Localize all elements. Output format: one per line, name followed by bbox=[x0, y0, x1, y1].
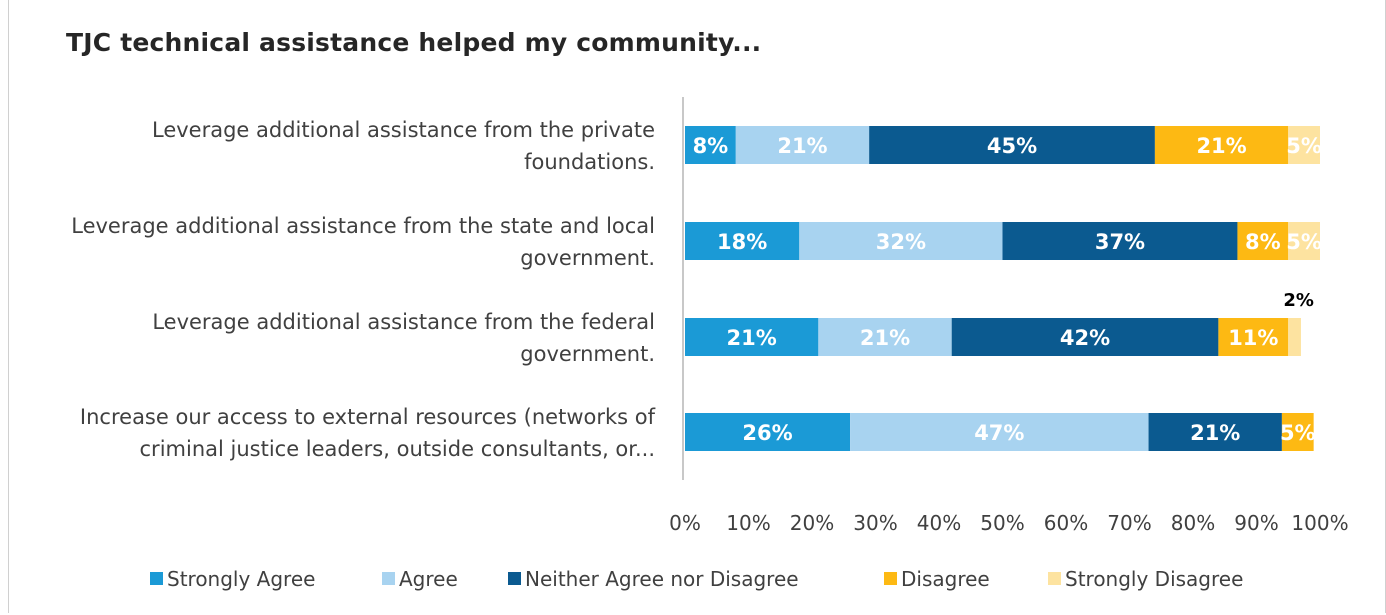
bar-segment bbox=[1002, 222, 1238, 260]
bar-segment bbox=[799, 222, 1003, 260]
data-label: 2% bbox=[1283, 290, 1314, 311]
bar-segment bbox=[1237, 222, 1289, 260]
bar-segment bbox=[685, 126, 736, 164]
x-tick-label: 10% bbox=[726, 511, 770, 535]
bar-segment bbox=[685, 318, 819, 356]
data-label: 47% bbox=[974, 421, 1024, 445]
legend-label: Disagree bbox=[901, 567, 990, 591]
x-tick-label: 0% bbox=[669, 511, 701, 535]
data-label: 18% bbox=[717, 230, 767, 254]
category-label: Increase our access to external resource… bbox=[80, 405, 656, 429]
category-label: Leverage additional assistance from the … bbox=[71, 214, 655, 238]
bar-segment bbox=[1218, 318, 1289, 356]
x-tick-label: 30% bbox=[853, 511, 897, 535]
category-label: criminal justice leaders, outside consul… bbox=[140, 437, 655, 461]
x-tick-label: 80% bbox=[1171, 511, 1215, 535]
data-label: 21% bbox=[727, 326, 777, 350]
legend-label: Strongly Disagree bbox=[1065, 567, 1243, 591]
bar-segment bbox=[869, 126, 1155, 164]
data-label: 21% bbox=[777, 134, 827, 158]
legend-swatch bbox=[884, 572, 897, 585]
x-tick-label: 40% bbox=[917, 511, 961, 535]
legend-swatch bbox=[382, 572, 395, 585]
data-label: 11% bbox=[1228, 326, 1278, 350]
data-label: 8% bbox=[693, 134, 729, 158]
legend-swatch bbox=[150, 572, 163, 585]
data-label: 37% bbox=[1095, 230, 1145, 254]
x-tick-label: 60% bbox=[1044, 511, 1088, 535]
chart-title: TJC technical assistance helped my commu… bbox=[66, 28, 762, 57]
bar-segment bbox=[1288, 222, 1320, 260]
bar-segment bbox=[850, 413, 1149, 451]
bar-segment bbox=[685, 413, 851, 451]
bar-segment bbox=[1148, 413, 1282, 451]
legend-swatch bbox=[1048, 572, 1061, 585]
legend-label: Strongly Agree bbox=[167, 567, 315, 591]
data-label: 45% bbox=[987, 134, 1037, 158]
category-label: government. bbox=[520, 342, 655, 366]
legend-label: Agree bbox=[399, 567, 458, 591]
bar-segment bbox=[951, 318, 1219, 356]
category-label: government. bbox=[520, 246, 655, 270]
data-label: 42% bbox=[1060, 326, 1110, 350]
x-tick-label: 50% bbox=[980, 511, 1024, 535]
x-tick-label: 90% bbox=[1234, 511, 1278, 535]
bar-segment bbox=[1154, 126, 1289, 164]
x-tick-label: 20% bbox=[790, 511, 834, 535]
bar-segment bbox=[735, 126, 870, 164]
bar-segment bbox=[818, 318, 952, 356]
data-label: 8% bbox=[1245, 230, 1281, 254]
legend-swatch bbox=[508, 572, 521, 585]
bar-segment bbox=[685, 222, 800, 260]
category-label: foundations. bbox=[524, 150, 655, 174]
data-label: 21% bbox=[1196, 134, 1246, 158]
data-label: 5% bbox=[1280, 421, 1316, 445]
bar-segment bbox=[1288, 126, 1320, 164]
data-label: 32% bbox=[876, 230, 926, 254]
data-label: 5% bbox=[1286, 230, 1322, 254]
bar-segment bbox=[1288, 318, 1301, 356]
x-tick-label: 100% bbox=[1291, 511, 1348, 535]
data-label: 21% bbox=[1190, 421, 1240, 445]
category-label: Leverage additional assistance from the … bbox=[152, 118, 655, 142]
legend-label: Neither Agree nor Disagree bbox=[525, 567, 799, 591]
data-label: 26% bbox=[742, 421, 792, 445]
bar-segment bbox=[1281, 413, 1314, 451]
data-label: 21% bbox=[860, 326, 910, 350]
x-tick-label: 70% bbox=[1107, 511, 1151, 535]
category-label: Leverage additional assistance from the … bbox=[152, 310, 655, 334]
data-label: 5% bbox=[1286, 134, 1322, 158]
